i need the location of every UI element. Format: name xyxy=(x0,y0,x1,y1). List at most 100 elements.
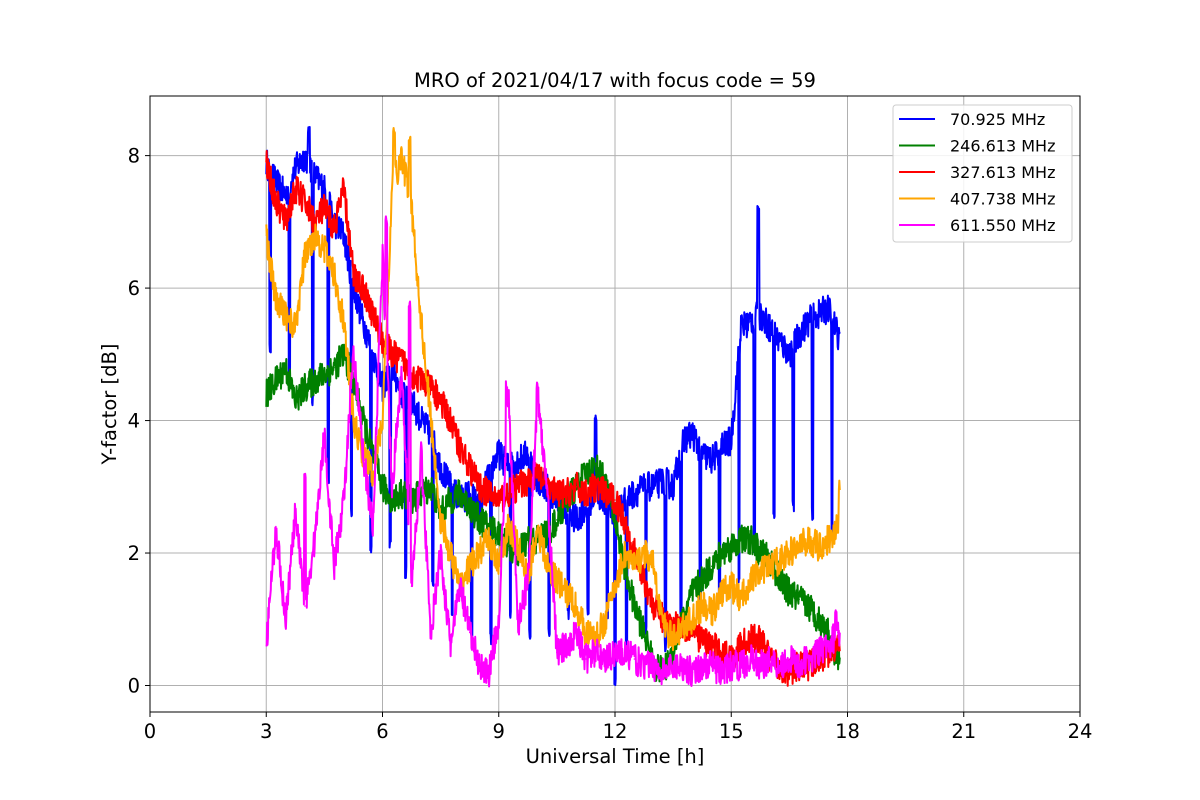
data-point xyxy=(478,552,481,554)
data-point xyxy=(536,472,539,475)
data-point xyxy=(672,638,674,640)
data-point xyxy=(265,161,268,163)
data-point xyxy=(759,552,762,554)
data-point xyxy=(817,313,820,316)
y-tick-label: 0 xyxy=(128,675,140,698)
legend-label: 407.738 MHz xyxy=(950,190,1055,209)
series-line xyxy=(265,343,841,683)
data-point xyxy=(449,552,452,554)
data-point xyxy=(585,658,587,660)
data-point xyxy=(498,532,500,534)
data-point xyxy=(323,247,326,250)
data-point xyxy=(740,664,742,667)
data-point xyxy=(759,638,762,640)
data-point xyxy=(488,671,490,674)
data-point xyxy=(837,631,839,634)
chart-title: MRO of 2021/04/17 with focus code = 59 xyxy=(414,69,816,92)
data-point xyxy=(827,539,829,541)
data-point xyxy=(420,452,423,455)
data-point xyxy=(740,327,742,329)
data-point xyxy=(817,618,820,621)
y-tick-label: 6 xyxy=(128,277,140,300)
data-point xyxy=(565,512,568,515)
data-point xyxy=(536,399,539,402)
data-point xyxy=(488,539,490,541)
data-point xyxy=(643,664,645,667)
data-point xyxy=(468,466,471,468)
data-point xyxy=(585,492,587,495)
data-point xyxy=(304,154,306,157)
data-point xyxy=(594,466,597,468)
data-point xyxy=(565,645,568,647)
data-point xyxy=(323,207,326,210)
data-point xyxy=(294,327,297,329)
data-point xyxy=(720,671,723,674)
data-point xyxy=(808,320,810,323)
data-point xyxy=(623,499,626,501)
data-point xyxy=(720,446,723,448)
data-point xyxy=(623,552,626,554)
data-point xyxy=(410,207,413,210)
data-point xyxy=(343,320,345,323)
data-point xyxy=(372,313,374,316)
data-point xyxy=(323,187,326,190)
legend-label: 611.550 MHz xyxy=(950,216,1055,235)
data-point xyxy=(633,565,636,568)
data-point xyxy=(265,393,268,395)
data-point xyxy=(459,585,461,587)
data-point xyxy=(778,340,781,342)
data-point xyxy=(527,479,529,482)
data-point xyxy=(313,539,316,541)
data-point xyxy=(788,592,791,594)
data-point xyxy=(614,585,616,587)
data-point xyxy=(362,287,364,289)
data-point xyxy=(430,631,432,634)
data-point xyxy=(711,664,713,667)
data-point xyxy=(749,578,752,581)
data-point xyxy=(682,664,684,667)
data-point xyxy=(284,618,287,621)
data-point xyxy=(575,605,578,607)
data-point xyxy=(498,452,500,455)
data-point xyxy=(372,353,374,356)
series-1 xyxy=(265,343,841,683)
data-point xyxy=(682,439,684,442)
data-point xyxy=(536,539,539,541)
data-point xyxy=(585,631,587,634)
data-point xyxy=(507,545,510,548)
data-point xyxy=(711,459,713,462)
data-point xyxy=(275,201,277,203)
data-point xyxy=(439,519,442,521)
data-point xyxy=(749,320,752,323)
legend: 70.925 MHz 246.613 MHz 327.613 MHz 407.738 … xyxy=(892,104,1073,243)
data-point xyxy=(420,380,423,382)
data-point xyxy=(488,492,490,495)
data-point xyxy=(594,638,597,640)
data-point xyxy=(798,545,800,548)
data-point xyxy=(749,539,752,541)
data-point xyxy=(294,399,297,402)
data-point xyxy=(333,274,335,276)
x-tick-label: 24 xyxy=(1068,720,1093,743)
data-point xyxy=(565,492,568,495)
data-point xyxy=(449,645,452,647)
data-point xyxy=(759,664,762,667)
data-point xyxy=(701,638,703,640)
data-point xyxy=(788,353,791,356)
data-point xyxy=(304,386,306,389)
data-point xyxy=(808,605,810,607)
data-point xyxy=(556,651,558,654)
data-point xyxy=(672,664,674,667)
data-point xyxy=(740,598,742,601)
data-point xyxy=(575,631,578,634)
data-point xyxy=(701,452,703,455)
data-point xyxy=(265,645,268,647)
data-point xyxy=(284,313,287,316)
x-tick-label: 21 xyxy=(951,720,976,743)
data-point xyxy=(837,645,839,647)
data-point xyxy=(604,492,607,495)
data-point xyxy=(362,320,364,323)
series-group xyxy=(265,126,841,688)
data-point xyxy=(498,499,500,501)
